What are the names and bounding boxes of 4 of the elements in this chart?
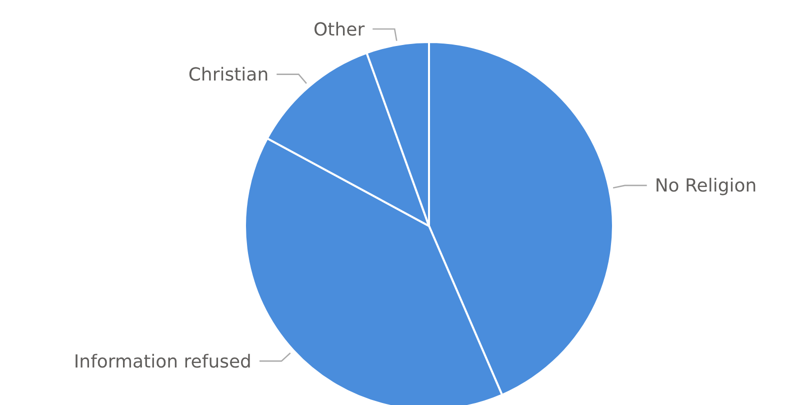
slice-label: No Religion	[654, 176, 757, 197]
slice-label: Information refused	[74, 351, 252, 372]
slice-label: Other	[314, 19, 366, 40]
slice-label: Christian	[188, 64, 269, 86]
